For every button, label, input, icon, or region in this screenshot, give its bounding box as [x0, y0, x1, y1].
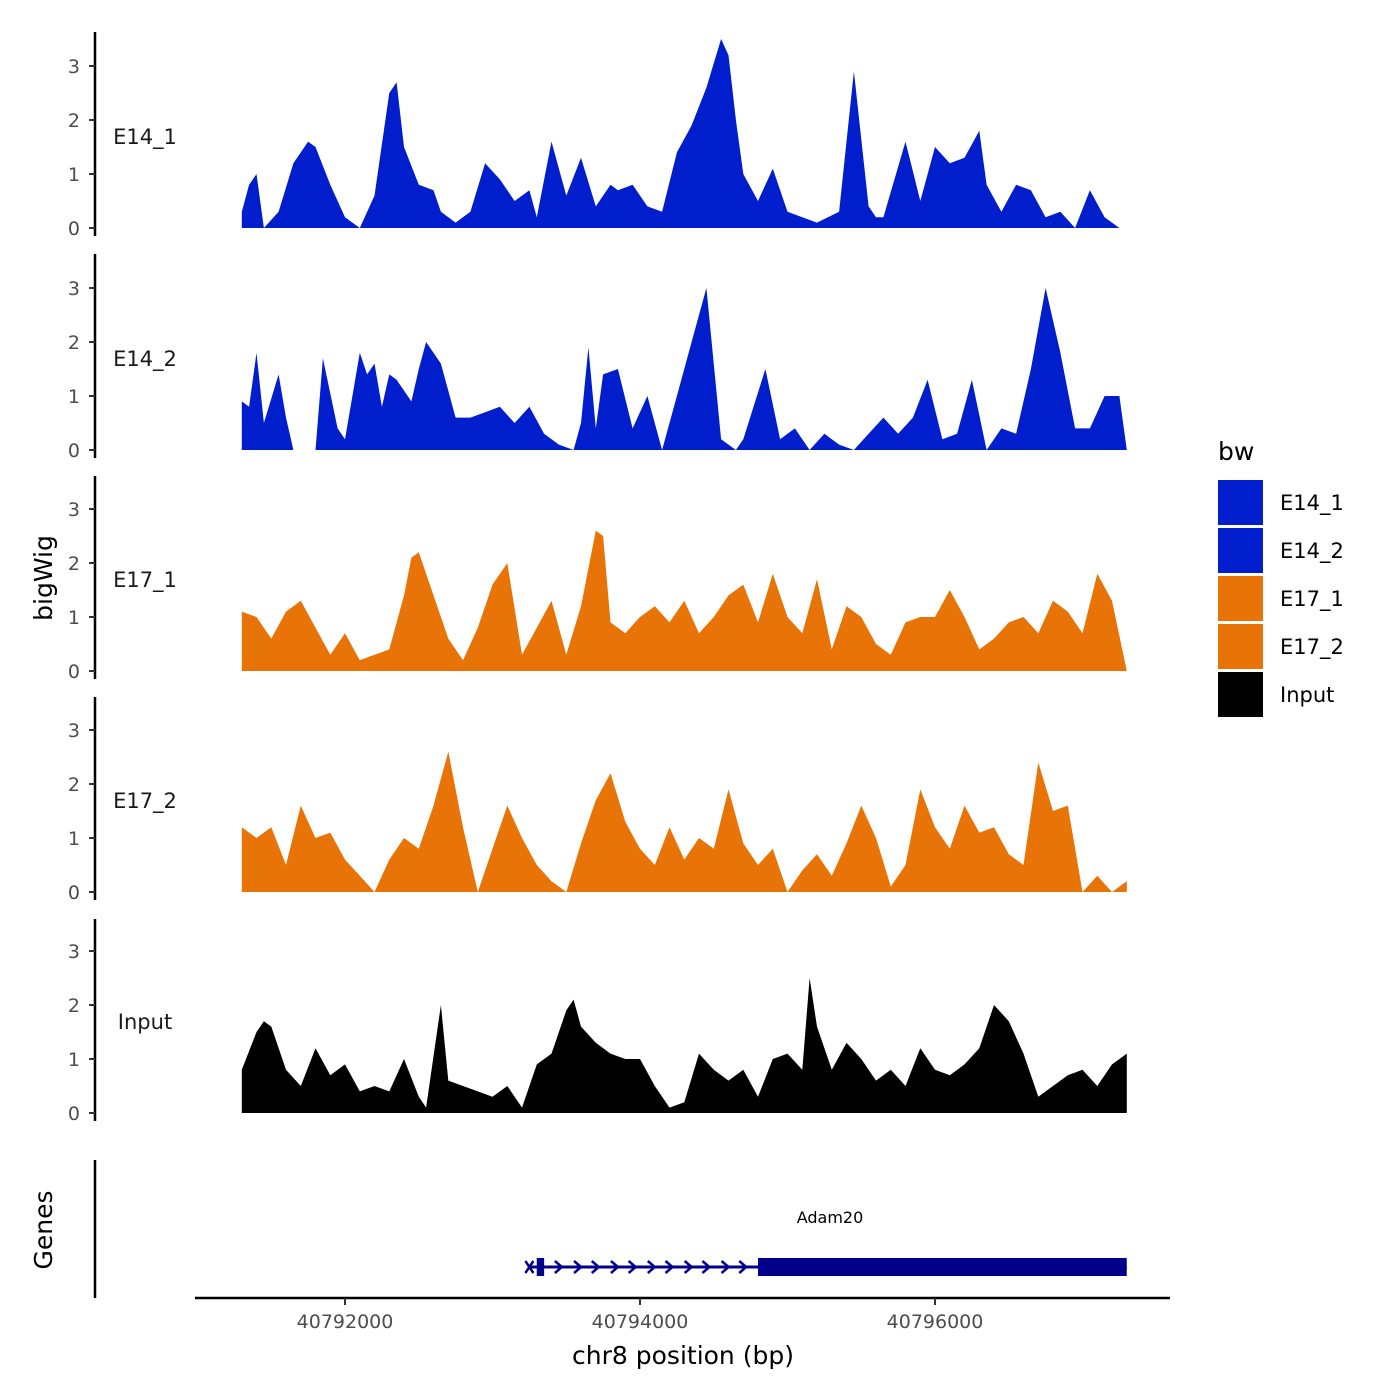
y-axis-title: bigWig [29, 535, 58, 621]
strand-arrow [720, 1260, 731, 1274]
strand-arrow [573, 1260, 583, 1274]
y-tick-label: 2 [68, 774, 80, 796]
gene-start-mark [524, 1260, 535, 1274]
legend-key-E14_1 [1218, 480, 1263, 525]
y-tick-label: 2 [68, 553, 80, 575]
y-tick-label: 3 [68, 278, 80, 300]
strand-arrow [610, 1260, 620, 1274]
area-Input [241, 978, 1127, 1113]
strand-arrow [664, 1260, 675, 1274]
track-E17_1: 0 1 2 3 E17_1 [68, 476, 1127, 683]
tracks: 0 1 2 3 E14_1 0 1 2 3 E14_2 0 1 2 3 E17_1 0 1 2 3 E17_2 0 1 2 3… [68, 32, 1127, 1125]
legend-key-E14_2 [1218, 528, 1263, 573]
legend: bw E14_1 E14_2 E17_1 E17_2 Input [1218, 437, 1344, 717]
track-E14_1: 0 1 2 3 E14_1 [68, 32, 1120, 240]
legend-label-E14_2: E14_2 [1280, 539, 1344, 564]
track-Input: 0 1 2 3 Input [68, 919, 1127, 1125]
x-axis: 40792000 40794000 40796000 [195, 1296, 1170, 1333]
exon [536, 1258, 545, 1276]
y-tick-label: 3 [68, 720, 80, 742]
gene-name-label: Adam20 [797, 1208, 864, 1227]
gene-Adam20: Adam20 [524, 1208, 1127, 1276]
exon [758, 1258, 1127, 1276]
area-E14_2 [241, 288, 1127, 450]
y-tick-label: 3 [68, 56, 80, 78]
track-label-E14_1: E14_1 [113, 125, 177, 150]
legend-key-Input [1218, 672, 1263, 717]
y-tick-label: 2 [68, 995, 80, 1017]
track-E14_2: 0 1 2 3 E14_2 [68, 254, 1127, 462]
track-label-E17_1: E17_1 [113, 568, 177, 593]
y-tick-label: 0 [68, 1103, 80, 1125]
x-tick-label: 40794000 [592, 1311, 689, 1333]
strand-arrow [701, 1260, 712, 1274]
legend-label-E17_1: E17_1 [1280, 587, 1344, 612]
y-tick-label: 1 [68, 828, 80, 850]
gene-panel: Adam20 [93, 1160, 1127, 1298]
y-tick-label: 2 [68, 332, 80, 354]
track-label-E17_2: E17_2 [113, 789, 177, 814]
track-label-Input: Input [118, 1010, 172, 1034]
strand-arrow [590, 1260, 601, 1274]
strand-arrow [627, 1260, 638, 1274]
y-tick-label: 3 [68, 499, 80, 521]
strand-arrow [738, 1260, 749, 1274]
legend-label-Input: Input [1280, 683, 1334, 707]
y-tick-label: 0 [68, 440, 80, 462]
area-E17_2 [241, 751, 1127, 892]
track-label-E14_2: E14_2 [113, 347, 177, 372]
y-tick-label: 0 [68, 882, 80, 904]
y-tick-label: 1 [68, 386, 80, 408]
genes-axis-title: Genes [29, 1190, 58, 1269]
strand-arrow [683, 1260, 694, 1274]
legend-label-E14_1: E14_1 [1280, 491, 1344, 516]
x-tick-label: 40792000 [297, 1311, 394, 1333]
strand-arrow [554, 1260, 564, 1274]
track-E17_2: 0 1 2 3 E17_2 [68, 697, 1127, 904]
y-tick-label: 3 [68, 941, 80, 963]
legend-label-E17_2: E17_2 [1280, 635, 1344, 660]
area-E17_1 [241, 530, 1127, 671]
y-tick-label: 1 [68, 607, 80, 629]
area-E14_1 [241, 39, 1120, 228]
legend-title: bw [1218, 437, 1254, 466]
y-tick-label: 2 [68, 110, 80, 132]
legend-key-E17_1 [1218, 576, 1263, 621]
strand-arrow [646, 1260, 657, 1274]
x-axis-title: chr8 position (bp) [572, 1341, 794, 1370]
y-tick-label: 0 [68, 661, 80, 683]
legend-key-E17_2 [1218, 624, 1263, 669]
y-tick-label: 1 [68, 164, 80, 186]
x-tick-label: 40796000 [887, 1311, 984, 1333]
y-tick-label: 0 [68, 218, 80, 240]
y-tick-label: 1 [68, 1049, 80, 1071]
